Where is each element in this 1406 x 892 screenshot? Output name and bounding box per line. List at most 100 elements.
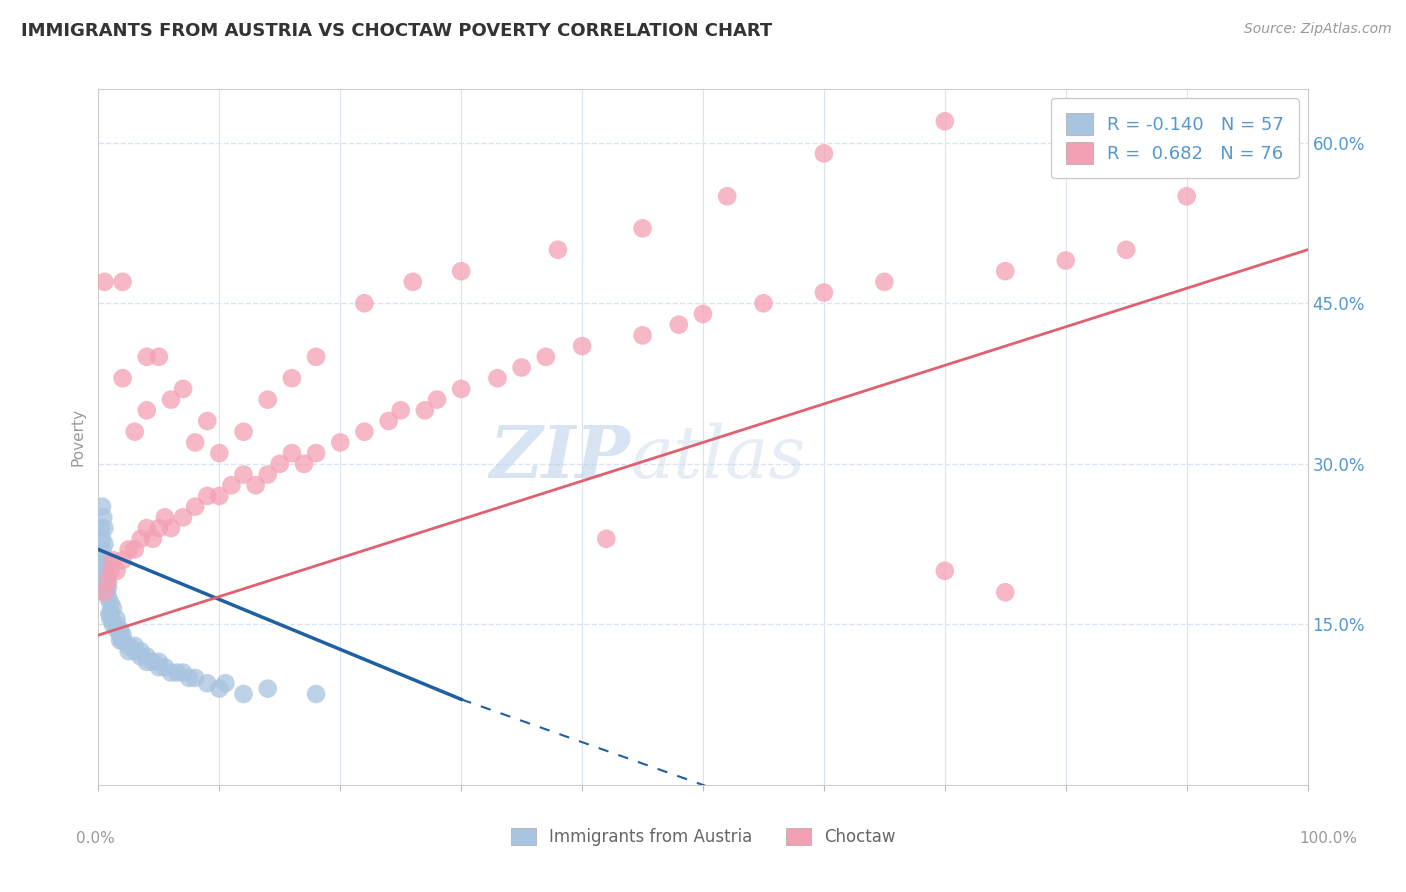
Point — [101, 601, 124, 615]
Point — [873, 275, 896, 289]
Point — [256, 392, 278, 407]
Point — [292, 457, 315, 471]
Point — [221, 478, 243, 492]
Point — [184, 671, 207, 685]
Point — [124, 425, 146, 439]
Point — [96, 585, 118, 599]
Point — [93, 553, 115, 567]
Point — [160, 521, 183, 535]
Point — [93, 558, 115, 573]
Point — [994, 264, 1017, 278]
Point — [148, 660, 170, 674]
Point — [631, 221, 654, 235]
Point — [111, 275, 134, 289]
Point — [93, 585, 115, 599]
Point — [486, 371, 509, 385]
Point — [105, 612, 128, 626]
Point — [281, 446, 304, 460]
Point — [124, 639, 146, 653]
Text: 100.0%: 100.0% — [1299, 831, 1358, 846]
Point — [256, 681, 278, 696]
Point — [105, 564, 128, 578]
Point — [1054, 253, 1077, 268]
Point — [426, 392, 449, 407]
Point — [547, 243, 569, 257]
Point — [281, 371, 304, 385]
Point — [93, 521, 115, 535]
Point — [160, 392, 183, 407]
Text: IMMIGRANTS FROM AUSTRIA VS CHOCTAW POVERTY CORRELATION CHART: IMMIGRANTS FROM AUSTRIA VS CHOCTAW POVER… — [21, 22, 772, 40]
Point — [305, 687, 328, 701]
Point — [94, 585, 117, 599]
Point — [668, 318, 690, 332]
Point — [934, 114, 956, 128]
Point — [510, 360, 533, 375]
Point — [184, 435, 207, 450]
Point — [97, 574, 120, 589]
Point — [93, 537, 115, 551]
Point — [631, 328, 654, 343]
Point — [571, 339, 593, 353]
Point — [389, 403, 412, 417]
Point — [118, 639, 141, 653]
Point — [91, 542, 114, 557]
Point — [135, 403, 157, 417]
Point — [101, 617, 124, 632]
Point — [91, 532, 114, 546]
Point — [153, 510, 176, 524]
Point — [232, 687, 254, 701]
Point — [153, 660, 176, 674]
Point — [1236, 157, 1258, 171]
Point — [148, 350, 170, 364]
Point — [129, 649, 152, 664]
Point — [93, 574, 115, 589]
Point — [934, 564, 956, 578]
Point — [105, 623, 128, 637]
Point — [129, 644, 152, 658]
Text: atlas: atlas — [630, 423, 806, 493]
Point — [124, 644, 146, 658]
Text: 0.0%: 0.0% — [76, 831, 115, 846]
Point — [111, 371, 134, 385]
Point — [353, 425, 375, 439]
Point — [91, 553, 114, 567]
Point — [534, 350, 557, 364]
Point — [214, 676, 236, 690]
Point — [179, 671, 201, 685]
Point — [96, 574, 118, 589]
Text: Source: ZipAtlas.com: Source: ZipAtlas.com — [1244, 22, 1392, 37]
Point — [450, 264, 472, 278]
Point — [166, 665, 188, 680]
Point — [692, 307, 714, 321]
Point — [752, 296, 775, 310]
Point — [305, 446, 328, 460]
Point — [135, 655, 157, 669]
Point — [377, 414, 399, 428]
Point — [184, 500, 207, 514]
Point — [135, 521, 157, 535]
Point — [90, 521, 112, 535]
Point — [595, 532, 617, 546]
Point — [124, 542, 146, 557]
Point — [118, 542, 141, 557]
Point — [305, 350, 328, 364]
Point — [172, 665, 194, 680]
Point — [135, 350, 157, 364]
Y-axis label: Poverty: Poverty — [70, 408, 86, 467]
Point — [111, 628, 134, 642]
Point — [208, 489, 231, 503]
Point — [232, 425, 254, 439]
Point — [94, 569, 117, 583]
Point — [108, 633, 131, 648]
Point — [111, 633, 134, 648]
Point — [118, 644, 141, 658]
Point — [232, 467, 254, 482]
Point — [142, 532, 165, 546]
Point — [353, 296, 375, 310]
Point — [135, 649, 157, 664]
Point — [1115, 243, 1137, 257]
Point — [98, 607, 121, 621]
Point — [450, 382, 472, 396]
Point — [160, 665, 183, 680]
Point — [716, 189, 738, 203]
